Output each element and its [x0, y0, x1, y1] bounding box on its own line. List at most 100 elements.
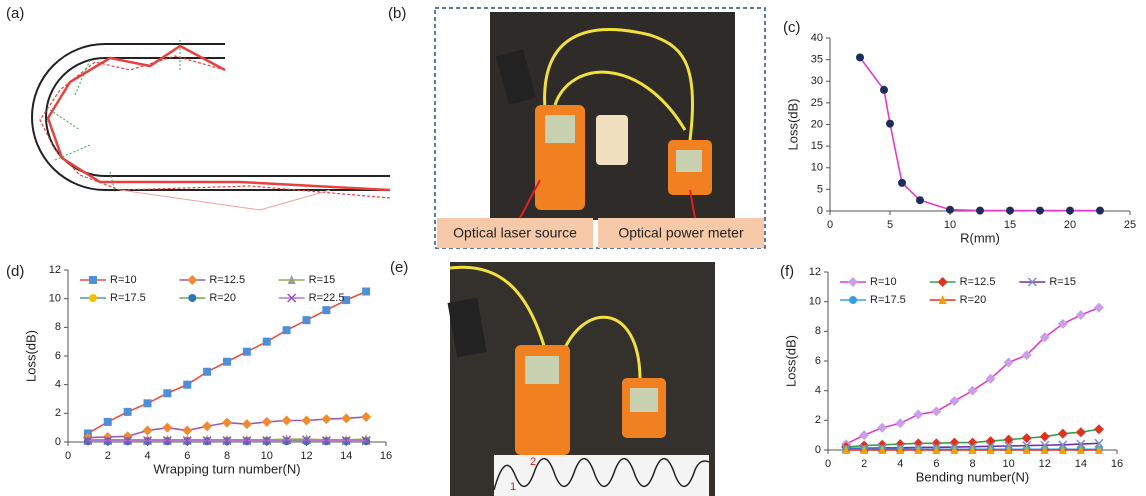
y-tick-label: 4: [55, 379, 61, 391]
legend-label: R=12.5: [209, 274, 245, 286]
y-tick-label: 6: [815, 355, 821, 367]
x-tick-label: 8: [224, 450, 230, 462]
x-tick-label: 25: [1124, 219, 1136, 231]
marker: [986, 436, 996, 446]
marker: [913, 409, 923, 419]
marker: [931, 406, 941, 416]
y-axis-label: Loss(dB): [23, 330, 38, 382]
legend-label: R=10: [870, 276, 897, 288]
marker: [321, 414, 331, 424]
y-tick-label: 10: [811, 162, 823, 174]
marker: [1076, 427, 1086, 437]
legend-label: R=20: [960, 294, 987, 306]
legend-label: R=10: [110, 274, 137, 286]
legend-label: R=20: [209, 292, 236, 304]
legend-label: R=15: [1049, 276, 1076, 288]
marker: [968, 386, 978, 396]
marker: [303, 316, 311, 324]
x-tick-label: 4: [897, 458, 903, 470]
x-tick-label: 20: [1064, 219, 1076, 231]
marker: [1094, 303, 1104, 313]
marker: [1006, 207, 1014, 215]
x-axis-label: Bending number(N): [916, 469, 1029, 484]
y-tick-label: 0: [55, 436, 61, 448]
marker: [283, 326, 291, 334]
marker: [880, 86, 888, 94]
x-tick-label: 0: [65, 450, 71, 462]
x-tick-label: 6: [184, 450, 190, 462]
x-tick-label: 2: [105, 450, 111, 462]
y-tick-label: 15: [811, 140, 823, 152]
y-tick-label: 5: [817, 183, 823, 195]
x-tick-label: 6: [933, 458, 939, 470]
x-tick-label: 4: [144, 450, 150, 462]
x-tick-label: 10: [944, 219, 956, 231]
x-tick-label: 15: [1004, 219, 1016, 231]
marker: [302, 416, 312, 426]
y-tick-label: 0: [817, 205, 823, 217]
marker: [341, 413, 351, 423]
marker: [859, 430, 869, 440]
caption: Optical laser source: [453, 225, 577, 241]
legend-label: R=15: [309, 274, 336, 286]
marker: [183, 381, 191, 389]
marker: [223, 358, 231, 366]
x-tick-label: 5: [887, 219, 893, 231]
marker: [898, 179, 906, 187]
fiber-diagram: [32, 40, 390, 210]
marker: [144, 399, 152, 407]
marker: [1040, 432, 1050, 442]
panel-label: (c): [783, 19, 801, 36]
y-tick-label: 40: [811, 32, 823, 44]
panel-label: (d): [6, 263, 24, 280]
panel-label: (e): [390, 259, 408, 276]
marker: [243, 348, 251, 356]
setup-photo: [490, 12, 735, 220]
marker: [283, 437, 291, 445]
y-tick-label: 30: [811, 75, 823, 87]
y-tick-label: 0: [815, 444, 821, 456]
marker: [1036, 207, 1044, 215]
marker: [104, 418, 112, 426]
y-tick-label: 8: [815, 325, 821, 337]
marker: [1096, 207, 1104, 215]
y-tick-label: 10: [809, 296, 821, 308]
marker: [242, 419, 252, 429]
photo-mark: 2: [530, 456, 536, 468]
marker: [361, 412, 371, 422]
marker: [949, 396, 959, 406]
x-tick-label: 8: [969, 458, 975, 470]
series-line: [846, 308, 1099, 444]
marker: [162, 423, 172, 433]
x-tick-label: 0: [827, 219, 833, 231]
y-tick-label: 4: [815, 385, 821, 397]
y-tick-label: 25: [811, 97, 823, 109]
legend-label: R=22.5: [309, 292, 345, 304]
figure: (a) (b) Optical laser source Optical pow…: [0, 0, 1146, 496]
series-line: [860, 57, 1100, 210]
x-tick-label: 12: [300, 450, 312, 462]
marker: [263, 338, 271, 346]
marker: [877, 423, 887, 433]
x-tick-label: 0: [825, 458, 831, 470]
photo-mark: 1: [510, 481, 516, 493]
marker: [1076, 310, 1086, 320]
marker: [1066, 207, 1074, 215]
marker: [262, 417, 272, 427]
marker: [976, 207, 984, 215]
y-tick-label: 12: [809, 266, 821, 278]
caption: Optical power meter: [618, 225, 744, 241]
x-tick-label: 10: [261, 450, 273, 462]
y-tick-label: 2: [815, 414, 821, 426]
legend-marker: [89, 294, 97, 302]
marker: [916, 196, 924, 204]
panel-label: (a): [6, 5, 24, 22]
y-tick-label: 6: [55, 350, 61, 362]
y-tick-label: 12: [49, 264, 61, 276]
marker: [946, 206, 954, 214]
x-tick-label: 16: [380, 450, 392, 462]
x-tick-label: 14: [340, 450, 352, 462]
legend-marker: [187, 275, 197, 285]
y-tick-label: 8: [55, 321, 61, 333]
marker: [163, 389, 171, 397]
